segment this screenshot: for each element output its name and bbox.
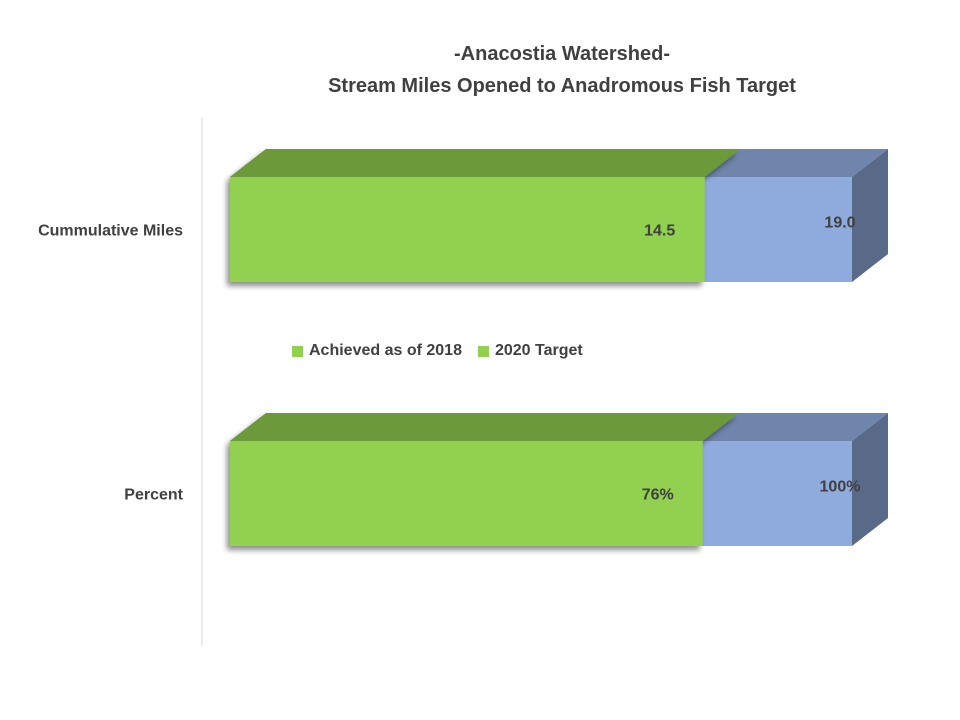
bar-achieved <box>230 149 741 282</box>
legend-label-achieved: Achieved as of 2018 <box>309 342 462 359</box>
category-label: Percent <box>124 487 183 504</box>
bar-achieved-top <box>230 149 741 177</box>
legend-item-target: 2020 Target <box>477 342 583 360</box>
bar-achieved <box>230 413 739 546</box>
legend-swatch-target <box>477 345 489 357</box>
bar-achieved-top <box>230 413 739 441</box>
data-label-achieved: 76% <box>642 487 674 504</box>
bar-target-side <box>852 149 888 282</box>
bar-target-side <box>852 413 888 546</box>
category-label: Cummulative Miles <box>38 223 183 240</box>
legend-item-achieved: Achieved as of 2018 <box>292 342 462 360</box>
chart-title: -Anacostia Watershed- Stream Miles Opene… <box>262 38 862 102</box>
legend-swatch-achieved <box>292 345 303 357</box>
bar-achieved-front <box>230 441 703 546</box>
data-label-target: 19.0 <box>824 215 855 232</box>
chart-title-line-2: Stream Miles Opened to Anadromous Fish T… <box>328 75 796 97</box>
bar-achieved-front <box>230 177 705 282</box>
chart-title-line-1: -Anacostia Watershed- <box>454 43 670 65</box>
data-label-target: 100% <box>820 479 861 496</box>
data-label-achieved: 14.5 <box>644 223 675 240</box>
legend: Achieved as of 2018 2020 Target <box>292 338 583 364</box>
legend-label-target: 2020 Target <box>494 342 583 359</box>
